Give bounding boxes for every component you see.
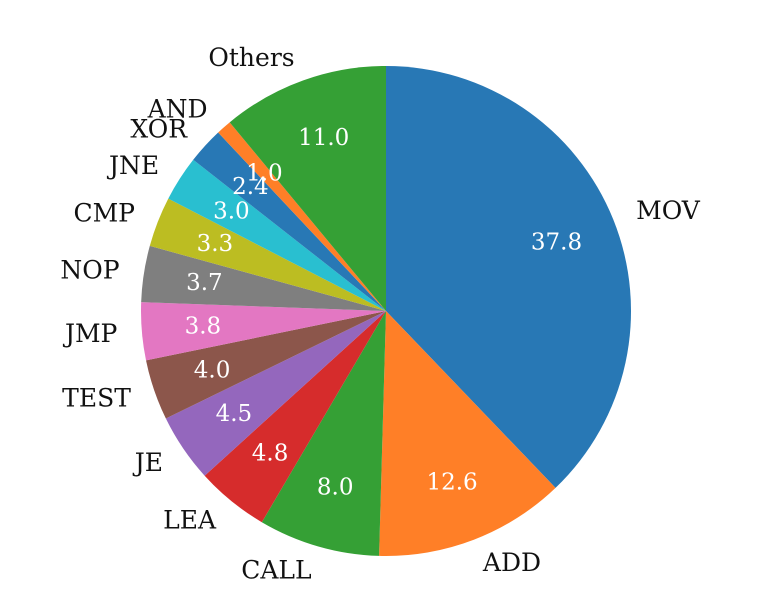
category-label-mov: MOV bbox=[636, 196, 701, 225]
slices-layer bbox=[140, 65, 632, 556]
category-label-jne: JNE bbox=[106, 151, 159, 180]
category-label-test: TEST bbox=[62, 384, 131, 413]
value-label-jne: 3.0 bbox=[213, 199, 250, 225]
pie-slice-je bbox=[165, 311, 386, 476]
value-label-xor: 2.4 bbox=[232, 174, 269, 200]
pie-slice-jne bbox=[168, 159, 386, 311]
pie-slice-and bbox=[218, 122, 386, 311]
value-label-add: 12.6 bbox=[426, 470, 477, 496]
category-label-call: CALL bbox=[241, 556, 311, 585]
value-label-and: 1.0 bbox=[246, 160, 283, 186]
value-label-cmp: 3.3 bbox=[197, 231, 234, 257]
pie-slice-xor bbox=[193, 132, 386, 311]
pie-slice-mov bbox=[386, 65, 632, 488]
category-label-nop: NOP bbox=[60, 256, 119, 285]
pie-slice-test bbox=[146, 311, 386, 419]
category-label-xor: XOR bbox=[130, 115, 188, 144]
value-labels-layer: 37.8 12.6 8.0 4.8 4.5 4.0 3.8 3.7 3.3 3.02.41.0 11… bbox=[185, 125, 582, 501]
pie-slice-others bbox=[229, 66, 386, 311]
category-label-and: AND bbox=[147, 95, 208, 124]
category-label-others: Others bbox=[208, 43, 294, 72]
value-label-jmp: 3.8 bbox=[185, 313, 222, 339]
pie-slice-jmp bbox=[140, 302, 386, 361]
category-label-lea: LEA bbox=[163, 506, 217, 535]
value-label-mov: 37.8 bbox=[531, 230, 582, 256]
pie-slice-call bbox=[261, 311, 386, 556]
pie-slice-add bbox=[379, 311, 556, 556]
value-label-test: 4.0 bbox=[194, 357, 231, 383]
category-label-je: JE bbox=[132, 448, 163, 477]
value-label-others: 11.0 bbox=[298, 125, 349, 151]
value-label-je: 4.5 bbox=[216, 401, 253, 427]
value-label-call: 8.0 bbox=[317, 475, 354, 501]
category-label-add: ADD bbox=[482, 548, 541, 577]
value-label-nop: 3.7 bbox=[186, 270, 223, 296]
category-label-cmp: CMP bbox=[73, 198, 135, 227]
pie-slice-cmp bbox=[149, 198, 386, 311]
value-label-lea: 4.8 bbox=[252, 441, 289, 467]
pie-slice-lea bbox=[204, 311, 386, 523]
pie-slice-nop bbox=[141, 245, 386, 311]
category-label-jmp: JMP bbox=[62, 319, 117, 348]
